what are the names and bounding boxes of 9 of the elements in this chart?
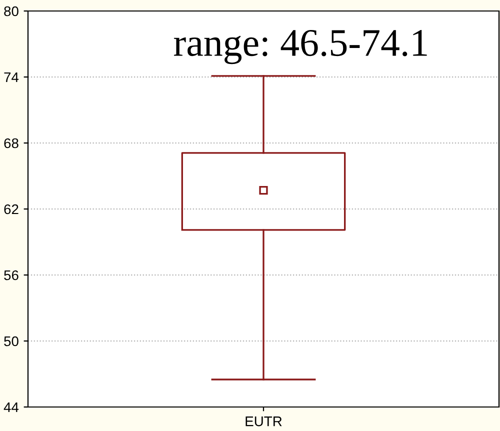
y-tick-label: 68 xyxy=(4,138,18,148)
y-tick-label: 50 xyxy=(4,336,18,346)
annotation: range: 46.5-74.1 xyxy=(174,30,427,64)
y-tick-label: 44 xyxy=(4,402,19,412)
x-tick-label: EUTR xyxy=(246,416,282,426)
y-tick-label: 56 xyxy=(4,270,18,280)
y-tick-label: 74 xyxy=(4,72,19,82)
y-tick-label: 62 xyxy=(4,204,18,214)
y-tick-label: 80 xyxy=(4,6,18,16)
